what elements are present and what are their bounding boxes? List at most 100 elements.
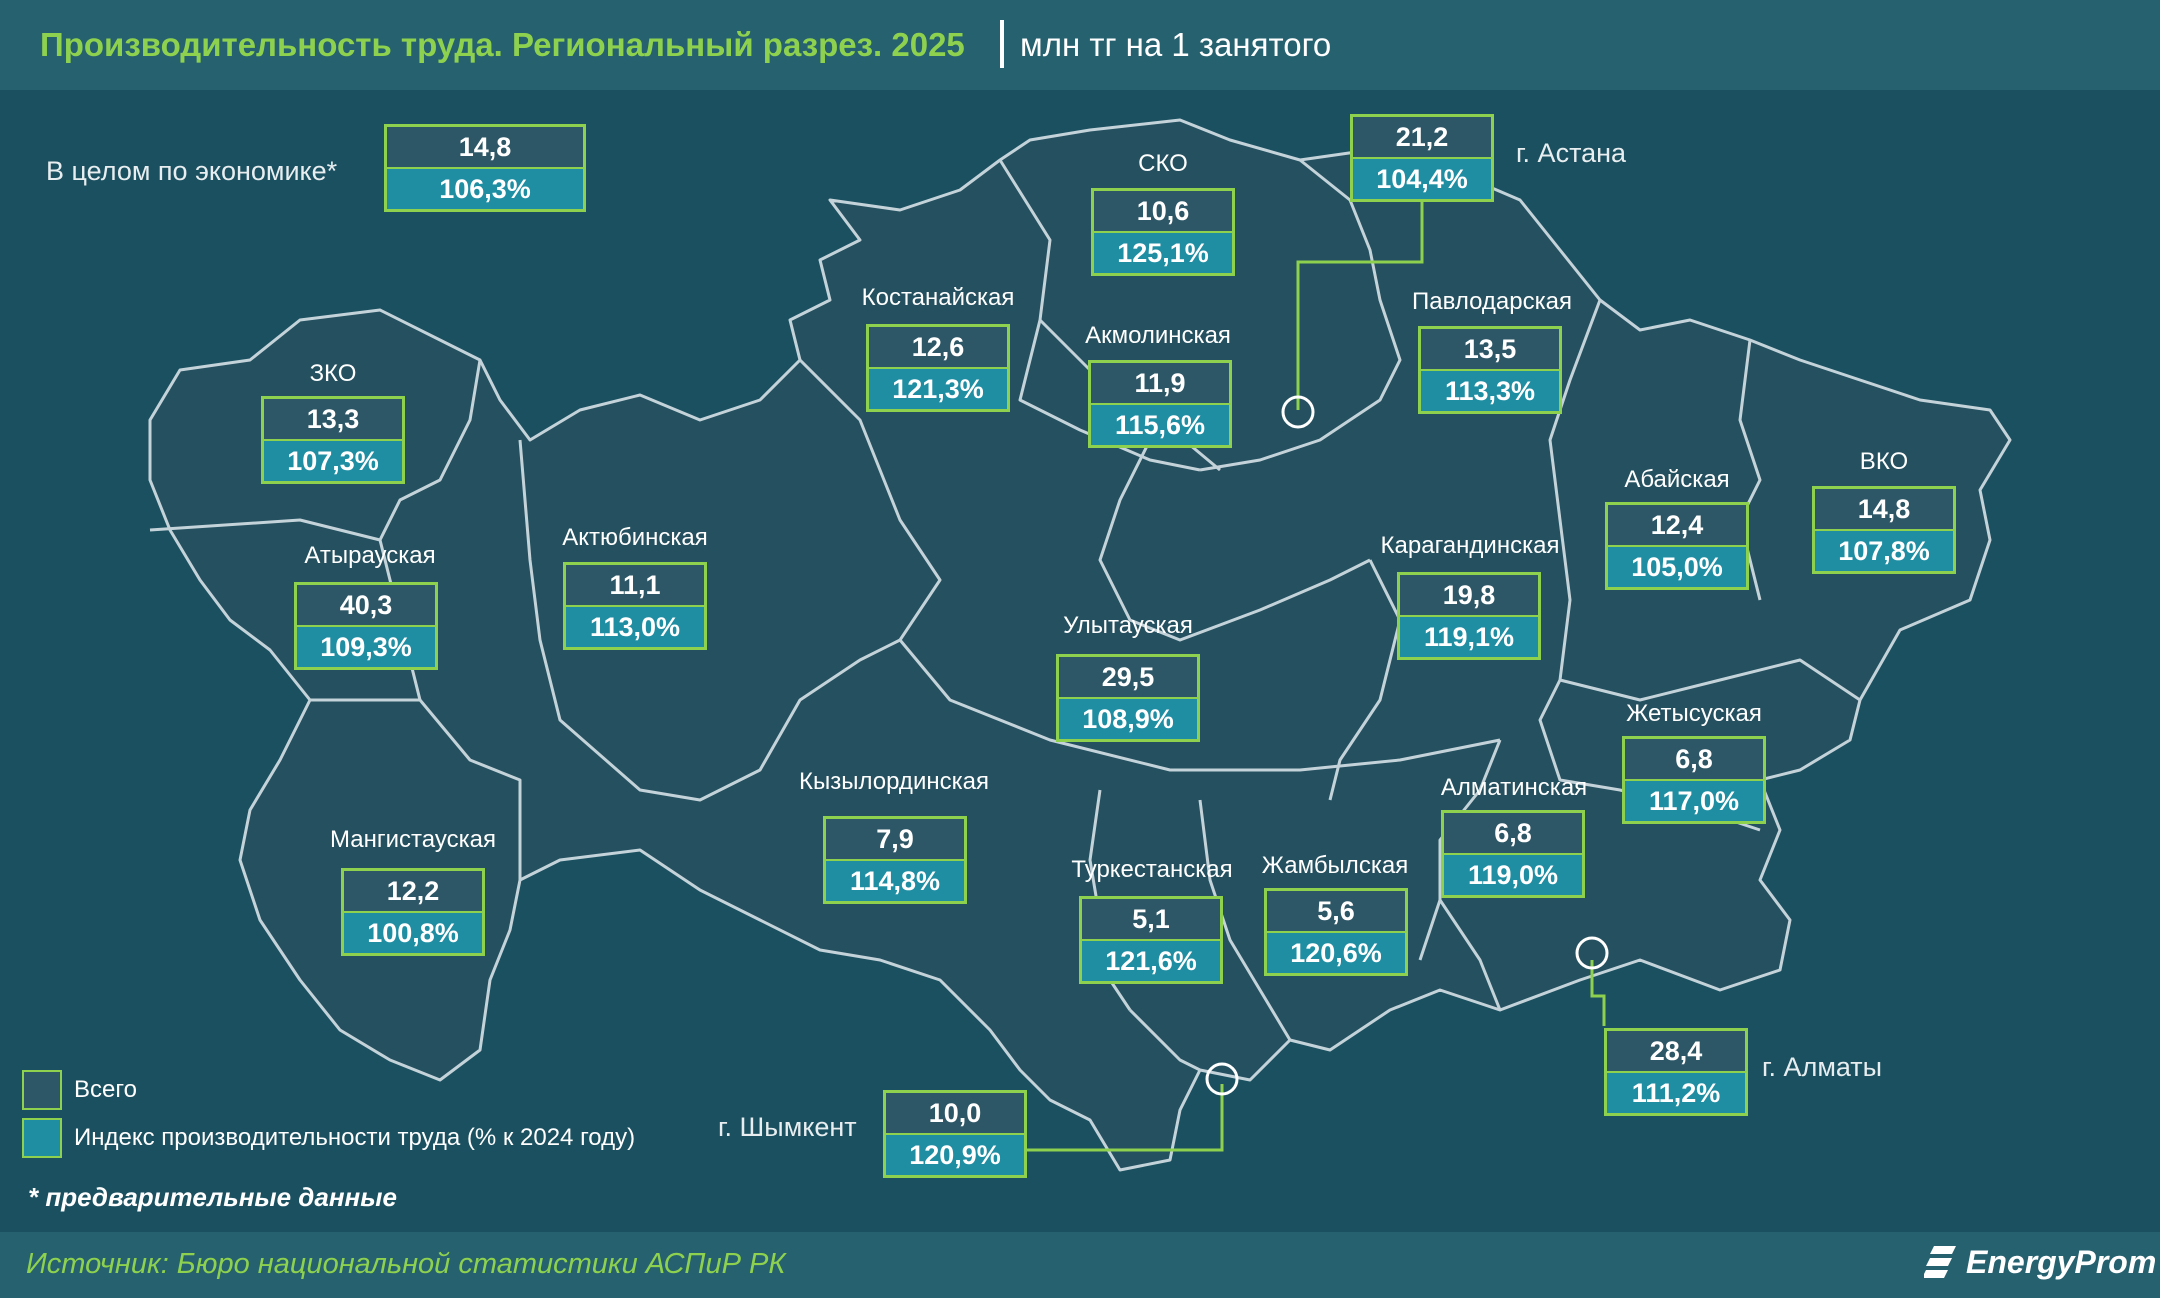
region-box-sko: 10,6 125,1% — [1091, 188, 1235, 276]
region-box-abay: 12,4 105,0% — [1605, 502, 1749, 590]
region-box-turkestan: 5,1 121,6% — [1079, 896, 1223, 984]
region-box-pavlodar: 13,5 113,3% — [1418, 326, 1562, 414]
page-title: Производительность труда. Региональный р… — [40, 26, 965, 63]
region-total-abay: 12,4 — [1608, 505, 1746, 547]
city-label-astana: г. Астана — [1516, 138, 1627, 168]
region-label-akmola: Акмолинская — [1085, 322, 1231, 349]
region-index-karaganda: 119,1% — [1400, 617, 1538, 657]
region-label-abay: Абайская — [1624, 466, 1730, 493]
region-box-mangystau: 12,2 100,8% — [341, 868, 485, 956]
region-box-kostanay: 12,6 121,3% — [866, 324, 1010, 412]
city-box-almaty: 28,4 111,2% — [1604, 1028, 1748, 1116]
footer-bar — [0, 1232, 2160, 1298]
region-total-almaty-region: 6,8 — [1444, 813, 1582, 855]
region-index-pavlodar: 113,3% — [1421, 371, 1559, 411]
region-total-karaganda: 19,8 — [1400, 575, 1538, 617]
city-label-shymkent: г. Шымкент — [718, 1112, 857, 1142]
legend-swatch-index — [22, 1118, 62, 1158]
city-label-almaty: г. Алматы — [1762, 1052, 1883, 1082]
almaty-marker — [1575, 936, 1609, 970]
region-label-karaganda: Карагандинская — [1380, 532, 1560, 559]
region-total-vko: 14,8 — [1815, 489, 1953, 531]
region-box-vko: 14,8 107,8% — [1812, 486, 1956, 574]
region-total-ulytau: 29,5 — [1059, 657, 1197, 699]
region-label-zko: ЗКО — [309, 360, 357, 387]
energyprom-logo-icon — [1924, 1246, 1956, 1278]
region-total-aktobe: 11,1 — [566, 565, 704, 607]
region-label-turkestan: Туркестанская — [1071, 856, 1233, 883]
region-label-ulytau: Улытауская — [1063, 612, 1193, 639]
region-index-turkestan: 121,6% — [1082, 941, 1220, 981]
region-total-mangystau: 12,2 — [344, 871, 482, 913]
region-label-aktobe: Актюбинская — [562, 524, 708, 551]
preliminary-note: * предварительные данные — [28, 1182, 397, 1212]
region-total-zko: 13,3 — [264, 399, 402, 441]
region-total-zhambyl: 5,6 — [1267, 891, 1405, 933]
city-index-almaty: 111,2% — [1607, 1073, 1745, 1113]
region-total-kyzylorda: 7,9 — [826, 819, 964, 861]
city-total-almaty: 28,4 — [1607, 1031, 1745, 1073]
region-box-atyrau: 40,3 109,3% — [294, 582, 438, 670]
region-box-karaganda: 19,8 119,1% — [1397, 572, 1541, 660]
city-total-astana: 21,2 — [1353, 117, 1491, 159]
source-text: Источник: Бюро национальной статистики А… — [26, 1248, 786, 1280]
region-index-aktobe: 113,0% — [566, 607, 704, 647]
region-index-vko: 107,8% — [1815, 531, 1953, 571]
region-box-zhetysu: 6,8 117,0% — [1622, 736, 1766, 824]
shymkent-marker — [1205, 1062, 1239, 1096]
region-index-zko: 107,3% — [264, 441, 402, 481]
region-box-zhambyl: 5,6 120,6% — [1264, 888, 1408, 976]
region-total-kostanay: 12,6 — [869, 327, 1007, 369]
region-box-akmola: 11,9 115,6% — [1088, 360, 1232, 448]
region-index-kyzylorda: 114,8% — [826, 861, 964, 901]
region-index-zhambyl: 120,6% — [1267, 933, 1405, 973]
title-separator — [1000, 20, 1004, 68]
region-box-aktobe: 11,1 113,0% — [563, 562, 707, 650]
legend-total-label: Всего — [74, 1076, 137, 1103]
region-index-mangystau: 100,8% — [344, 913, 482, 953]
region-box-kyzylorda: 7,9 114,8% — [823, 816, 967, 904]
city-index-shymkent: 120,9% — [886, 1135, 1024, 1175]
units-label: млн тг на 1 занятого — [1020, 26, 1332, 63]
region-label-mangystau: Мангистауская — [330, 826, 496, 853]
region-label-sko: СКО — [1138, 150, 1188, 177]
overall-label: В целом по экономике* — [46, 156, 338, 186]
region-total-atyrau: 40,3 — [297, 585, 435, 627]
region-box-zko: 13,3 107,3% — [261, 396, 405, 484]
header-bar — [0, 0, 2160, 90]
region-index-abay: 105,0% — [1608, 547, 1746, 587]
city-connectors — [1024, 192, 1606, 1152]
region-label-vko: ВКО — [1859, 448, 1909, 475]
city-total-shymkent: 10,0 — [886, 1093, 1024, 1135]
region-total-akmola: 11,9 — [1091, 363, 1229, 405]
region-label-pavlodar: Павлодарская — [1412, 288, 1572, 315]
region-index-zhetysu: 117,0% — [1625, 781, 1763, 821]
city-box-astana: 21,2 104,4% — [1350, 114, 1494, 202]
region-total-turkestan: 5,1 — [1082, 899, 1220, 941]
brand-logo: EnergyProm — [1966, 1244, 2157, 1280]
city-index-astana: 104,4% — [1353, 159, 1491, 199]
region-label-almaty-region: Алматинская — [1440, 774, 1588, 801]
region-label-zhambyl: Жамбылская — [1261, 852, 1409, 879]
region-total-zhetysu: 6,8 — [1625, 739, 1763, 781]
region-total-pavlodar: 13,5 — [1421, 329, 1559, 371]
region-label-kostanay: Костанайская — [861, 284, 1015, 311]
region-index-atyrau: 109,3% — [297, 627, 435, 667]
overall-index: 106,3% — [387, 169, 583, 209]
region-index-ulytau: 108,9% — [1059, 699, 1197, 739]
region-index-almaty-region: 119,0% — [1444, 855, 1582, 895]
region-index-sko: 125,1% — [1094, 233, 1232, 273]
overall-total: 14,8 — [387, 127, 583, 169]
region-index-akmola: 115,6% — [1091, 405, 1229, 445]
region-box-almaty-region: 6,8 119,0% — [1441, 810, 1585, 898]
legend-swatch-total — [22, 1070, 62, 1110]
region-label-kyzylorda: Кызылординская — [799, 768, 989, 795]
legend-index-label: Индекс производительности труда (% к 202… — [74, 1124, 636, 1151]
region-label-zhetysu: Жетысуская — [1626, 700, 1762, 727]
astana-marker — [1281, 395, 1315, 429]
region-box-ulytau: 29,5 108,9% — [1056, 654, 1200, 742]
region-index-kostanay: 121,3% — [869, 369, 1007, 409]
overall-box: 14,8 106,3% — [384, 124, 586, 212]
region-label-atyrau: Атырауская — [304, 542, 436, 569]
